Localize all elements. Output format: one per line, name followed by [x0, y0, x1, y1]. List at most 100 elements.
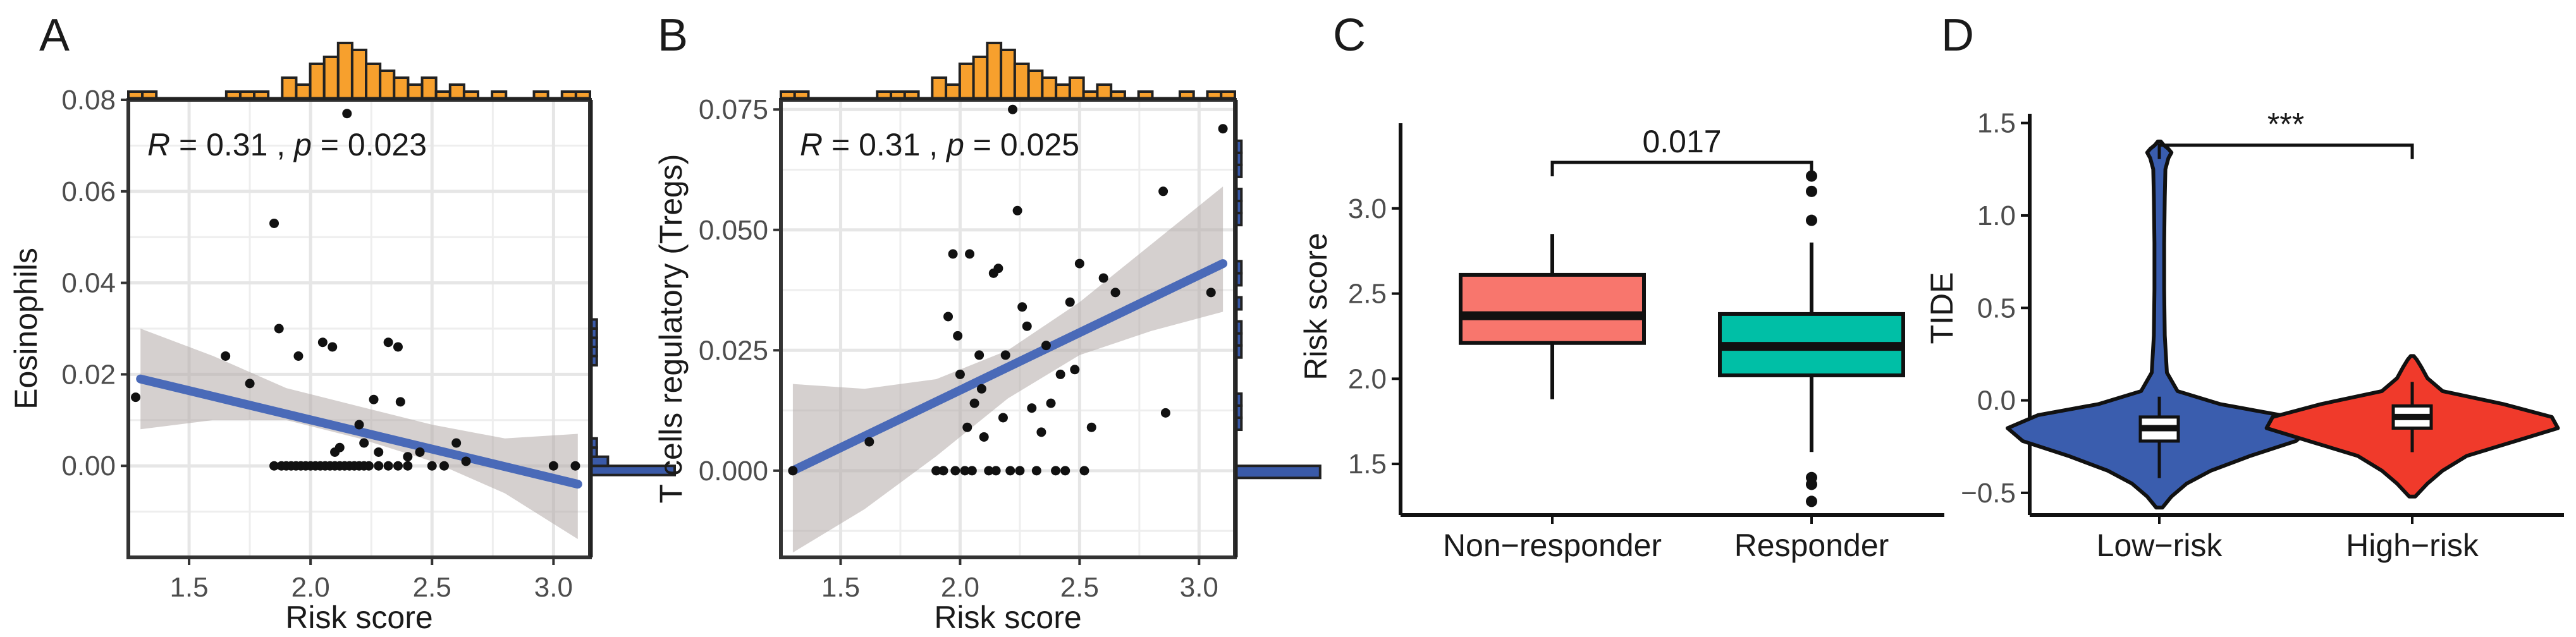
data-point	[1070, 365, 1080, 375]
top-histogram-bar	[931, 76, 948, 100]
annotation-value: = 0.023	[312, 127, 427, 162]
data-point	[965, 249, 975, 259]
data-point	[393, 461, 403, 471]
data-point	[1015, 466, 1025, 476]
data-point	[931, 466, 941, 476]
x-tick-label: 3.0	[1180, 572, 1218, 603]
data-point	[955, 369, 965, 379]
panel-label: C	[1333, 10, 1366, 61]
data-point	[979, 432, 989, 442]
top-histogram-bar	[945, 83, 961, 100]
x-tick-label: Responder	[1734, 528, 1889, 563]
data-point	[1206, 288, 1216, 298]
top-histogram-bar	[295, 83, 312, 100]
y-axis-label: Risk score	[1298, 233, 1334, 380]
data-point	[938, 466, 948, 476]
box-outlier	[1806, 495, 1817, 507]
annotation-symbol: R	[147, 127, 170, 162]
right-histogram-bar	[1235, 464, 1322, 480]
top-histogram-bar	[379, 70, 396, 100]
regression-line	[136, 374, 582, 489]
data-point	[1065, 297, 1075, 307]
data-point	[245, 379, 255, 389]
data-point	[1031, 466, 1041, 476]
data-point	[948, 249, 958, 259]
top-histogram-bar	[336, 42, 353, 100]
data-point	[359, 438, 369, 448]
significance-label: 0.017	[1642, 124, 1721, 159]
y-tick-label: 0.0	[1977, 385, 2016, 416]
data-point	[461, 456, 471, 466]
data-point	[415, 447, 425, 457]
y-tick-label: 0.050	[699, 215, 768, 246]
data-point	[976, 384, 986, 394]
top-histogram-bar	[407, 83, 424, 100]
data-point	[1218, 124, 1228, 134]
data-point	[969, 398, 979, 408]
top-histogram-bar	[1041, 76, 1058, 100]
top-histogram-bar	[972, 56, 989, 100]
data-point	[953, 331, 963, 341]
data-point	[427, 461, 437, 471]
annotation-symbol: p	[945, 127, 964, 162]
significance-bracket	[1550, 161, 1813, 176]
y-tick-label: −0.5	[1961, 478, 2016, 509]
top-histogram-bar	[350, 49, 368, 100]
top-histogram-bar	[393, 76, 410, 100]
annotation-symbol: R	[800, 127, 823, 162]
data-point	[383, 337, 393, 348]
data-point	[293, 351, 304, 361]
top-histogram-bar	[365, 63, 382, 100]
top-histogram-bar	[1055, 83, 1071, 100]
annotation-value: = 0.31 ,	[823, 127, 947, 162]
data-point	[364, 461, 374, 471]
x-tick-label: 2.0	[291, 572, 330, 603]
data-point	[962, 422, 972, 432]
x-tick-label: Low−risk	[2097, 528, 2223, 563]
box-outlier	[1806, 185, 1817, 197]
annotation-symbol: p	[293, 127, 312, 162]
y-tick-label: 3.0	[1348, 193, 1387, 224]
data-point	[1086, 422, 1096, 432]
y-axis-label: Eosinophils	[8, 248, 44, 410]
data-point	[1008, 104, 1018, 114]
data-point	[1041, 341, 1051, 351]
right-histogram-bar	[590, 455, 610, 468]
data-point	[998, 413, 1008, 423]
data-point	[548, 461, 558, 471]
data-point	[1098, 273, 1108, 283]
data-point	[1110, 288, 1120, 298]
x-tick-label: Non−responder	[1443, 528, 1662, 563]
annotation-value: = 0.025	[964, 127, 1079, 162]
data-point	[1012, 205, 1022, 215]
data-point	[570, 461, 580, 471]
panel-c: 1.5 2.0 2.5 3.0 Non−responder Responder 0.017 R…	[1298, 10, 1944, 563]
data-point	[317, 337, 328, 348]
data-point	[334, 442, 345, 452]
data-point	[383, 461, 393, 471]
panel-b: 1.5 2.0 2.5 3.0 0.000 0.025 0.050 0.075 Risk sco…	[653, 10, 1322, 635]
data-point	[1036, 427, 1046, 437]
data-point	[1158, 186, 1168, 197]
data-point	[943, 312, 954, 322]
data-point	[1000, 350, 1010, 360]
data-point	[374, 447, 384, 457]
data-point	[342, 109, 352, 119]
data-point	[451, 438, 462, 448]
significance-bracket	[2157, 143, 2414, 159]
x-tick-label: 2.5	[413, 572, 451, 603]
panel-label: B	[658, 10, 688, 61]
data-point	[1051, 466, 1061, 476]
y-tick-label: 2.0	[1348, 363, 1387, 394]
data-point	[403, 461, 413, 471]
correlation-annotation: R = 0.31 , p = 0.023	[147, 127, 427, 162]
data-point	[1046, 398, 1056, 408]
data-point	[369, 394, 379, 404]
data-point	[439, 461, 449, 471]
x-axis-label: Risk score	[285, 600, 432, 635]
data-point	[991, 466, 1001, 476]
data-point	[269, 218, 279, 228]
y-axis-label: TIDE	[1924, 272, 1960, 344]
data-point	[274, 324, 284, 334]
x-tick-label: 1.5	[169, 572, 208, 603]
